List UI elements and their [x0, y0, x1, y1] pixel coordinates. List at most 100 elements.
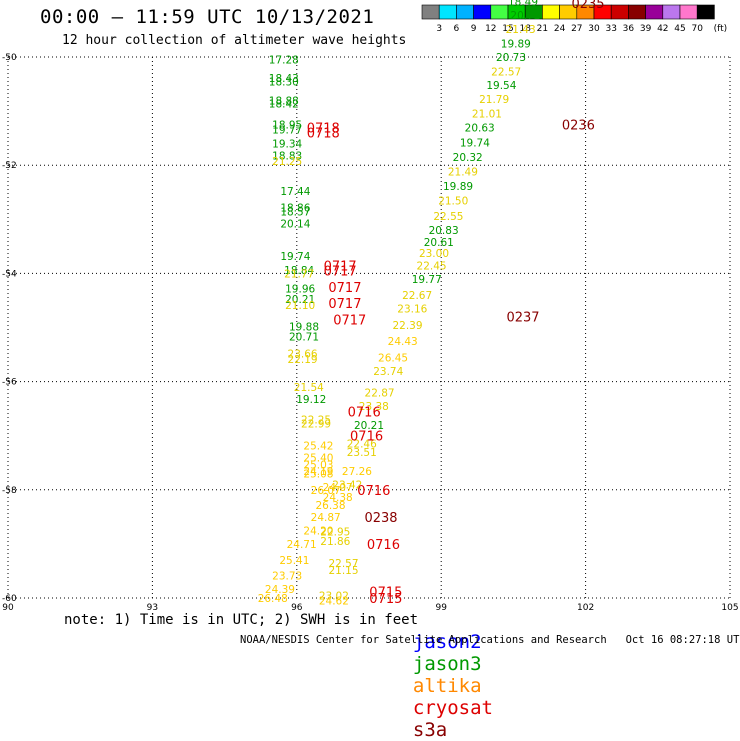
colorbar-label: 21 [537, 24, 548, 34]
colorbar-swatch [679, 4, 698, 20]
wave-height-label: 22.46 [347, 438, 377, 450]
colorbar-swatch [645, 4, 664, 20]
wave-height-label: 22.55 [433, 211, 463, 223]
wave-height-label: 23.66 [288, 348, 318, 360]
wave-height-label: 21.79 [479, 94, 509, 106]
wave-height-label: 23.51 [347, 447, 377, 459]
colorbar-swatch [662, 4, 681, 20]
wave-height-label: 22.25 [301, 414, 331, 426]
pass-time-label: 0718 [307, 121, 340, 136]
legend-s3a: s3a [412, 719, 448, 741]
page-subtitle: 12 hour collection of altimeter wave hei… [62, 33, 407, 48]
pass-time-label: 0717 [324, 265, 357, 280]
wave-height-label: 24.20 [303, 525, 333, 537]
wave-height-label: 18.88 [269, 95, 299, 107]
wave-height-label: 20.72 [510, 10, 540, 22]
wave-height-label: 20.21 [354, 420, 384, 432]
wave-height-label: 20.32 [453, 152, 483, 164]
data-labels: 17.2818.4318.3018.8818.4218.9519.7719.34… [258, 0, 541, 608]
legend-altika: altika [412, 675, 482, 697]
pass-time-label: 0237 [506, 311, 539, 326]
wave-height-label: 24.62 [319, 596, 349, 608]
colorbar-swatch [696, 4, 715, 20]
colorbar-label: 33 [605, 24, 616, 34]
y-tick-label: -58 [2, 486, 17, 496]
wave-height-label: 18.42 [269, 99, 299, 111]
wave-height-label: 21.49 [448, 167, 478, 179]
colorbar-swatch [610, 4, 629, 20]
colorbar-label: 15 [502, 24, 513, 34]
wave-height-label: 18.30 [269, 76, 299, 88]
x-tick-label: 105 [721, 603, 738, 613]
wave-height-label: 24.07 [323, 482, 353, 494]
wave-height-label: 25.03 [303, 459, 333, 471]
wave-height-label: 25.08 [303, 469, 333, 481]
wave-height-label: 22.19 [288, 354, 318, 366]
wave-height-label: 19.89 [501, 38, 531, 50]
wave-height-label: 17.28 [269, 55, 299, 67]
pass-time-label: 0715 [369, 592, 402, 607]
wave-height-label: 22.57 [491, 67, 521, 79]
colorbar-label: 45 [674, 24, 685, 34]
colorbar-swatch [542, 4, 560, 20]
wave-height-label: 22.87 [365, 387, 395, 399]
wave-height-label: 22.67 [402, 290, 432, 302]
wave-height-label: 19.88 [289, 321, 319, 333]
wave-height-label: 22.39 [392, 320, 422, 332]
colorbar-label: 30 [588, 24, 600, 34]
wave-height-label: 26.38 [315, 500, 345, 512]
y-tick-label: -50 [2, 53, 17, 63]
wave-height-label: 25.42 [303, 440, 333, 452]
wave-height-label: 21.54 [294, 382, 324, 394]
wave-height-label: 19.89 [443, 181, 473, 193]
wave-height-label: 24.71 [287, 539, 317, 551]
wave-height-label: 21.43 [506, 24, 536, 36]
wave-height-label: 22.95 [320, 526, 350, 538]
colorbar-swatch [473, 4, 492, 20]
colorbar-label: 70 [691, 24, 703, 34]
wave-height-label: 18.49 [508, 0, 538, 8]
wave-height-label: 18.95 [272, 120, 302, 132]
wave-height-label: 19.96 [285, 284, 315, 296]
wave-height-label: 23.16 [397, 304, 427, 316]
page-title: 00:00 — 11:59 UTC 10/13/2021 [40, 6, 375, 28]
y-tick-label: -54 [2, 269, 17, 279]
wave-height-label: 20.71 [289, 332, 319, 344]
x-tick-label: 99 [435, 603, 447, 613]
wave-height-label: 20.14 [280, 219, 310, 231]
wave-height-label: 21.25 [272, 156, 302, 168]
wave-height-label: 20.21 [285, 294, 315, 306]
wave-height-label: 21.86 [320, 536, 350, 548]
colorbar-label: 3 [436, 24, 442, 34]
swh-colorbar: 3 6 9 12 15 18 21 24 27 30 33 36 39 42 45 70 (ft) [421, 4, 728, 34]
colorbar-unit: (ft) [714, 24, 728, 34]
pass-time-label: 0717 [324, 259, 357, 274]
wave-height-label: 20.73 [496, 52, 526, 64]
wave-height-label: 24.87 [311, 512, 341, 524]
colorbar-label: 24 [554, 24, 566, 34]
wave-height-label: 21.10 [285, 300, 315, 312]
colorbar-label: 39 [640, 24, 652, 34]
wave-height-label: 18.57 [280, 207, 310, 219]
colorbar-label: 12 [485, 24, 496, 34]
colorbar-swatch [628, 4, 646, 20]
wave-height-label: 24.39 [265, 584, 295, 596]
wave-height-label: 22.45 [417, 260, 447, 272]
x-tick-label: 102 [577, 603, 594, 613]
wave-height-label: 21.15 [328, 565, 358, 577]
y-tick-label: -56 [2, 378, 17, 388]
pass-time-label: 0716 [348, 405, 381, 420]
wave-height-label: 19.77 [412, 274, 442, 286]
wave-height-label: 21.50 [438, 195, 468, 207]
pass-time-label: 0236 [562, 119, 595, 134]
legend-cryosat: cryosat [412, 697, 493, 719]
footer-note: note: 1) Time is in UTC; 2) SWH is in fe… [64, 612, 419, 628]
colorbar-label: 42 [657, 24, 668, 34]
wave-height-label: 23.00 [419, 248, 449, 260]
wave-height-label: 18.86 [280, 202, 310, 214]
y-tick-label: -52 [2, 161, 17, 171]
pass-time-label: 0717 [328, 297, 361, 312]
wave-height-label: 24.19 [303, 466, 333, 478]
colorbar-label: 27 [571, 24, 582, 34]
x-tick-label: 90 [2, 603, 14, 613]
